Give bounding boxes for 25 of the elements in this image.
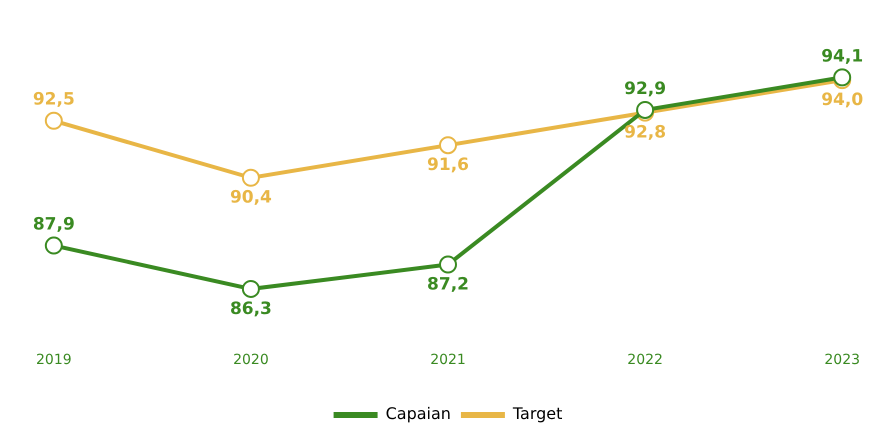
data-label: 94,0 xyxy=(821,90,864,110)
point xyxy=(242,168,260,187)
x-tick-label: 2020 xyxy=(233,352,269,368)
point xyxy=(439,136,457,154)
data-label: 94,1 xyxy=(821,46,864,66)
point xyxy=(242,280,260,298)
data-label: 92,9 xyxy=(624,78,666,99)
data-label: 86,3 xyxy=(230,298,272,319)
point xyxy=(636,100,654,119)
point xyxy=(44,236,63,255)
x-tick-label: 2023 xyxy=(824,352,860,368)
data-label: 87,9 xyxy=(32,214,75,234)
legend-label: Target xyxy=(512,404,562,424)
data-label: 87,2 xyxy=(427,274,469,294)
point xyxy=(833,68,852,86)
data-label: 91,6 xyxy=(427,155,469,176)
legend-label: Capaian xyxy=(386,404,451,424)
data-label: 92,8 xyxy=(624,122,666,143)
x-tick-label: 2022 xyxy=(627,352,663,368)
x-tick-label: 2021 xyxy=(430,352,466,368)
data-label: 92,5 xyxy=(32,90,75,110)
point xyxy=(439,256,457,274)
data-label: 90,4 xyxy=(230,188,272,208)
x-tick-label: 2019 xyxy=(36,352,72,368)
point xyxy=(44,112,63,130)
